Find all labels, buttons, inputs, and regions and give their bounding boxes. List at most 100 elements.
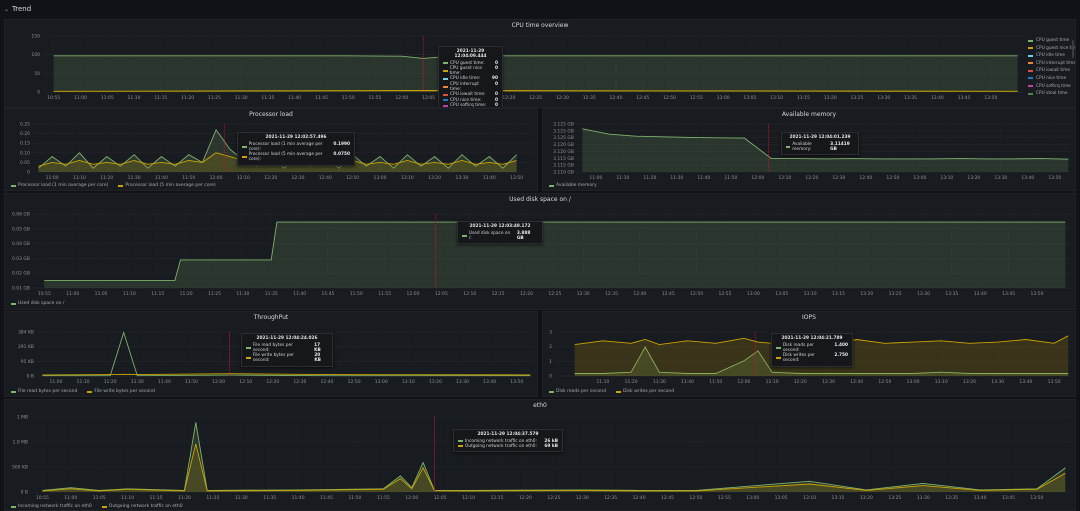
legend-item[interactable]: CPU interrupt time [1028,61,1075,66]
x-tick-label: 12:30 [293,379,306,385]
x-tick-label: 12:50 [346,175,359,181]
panel-cpu-time-overview[interactable]: CPU time overview 150 100 50 0 10:55 11:00 11:… [4,19,1076,108]
x-tick-label: 11:10 [121,495,134,501]
tooltip-swatch [443,78,448,81]
x-tick-label: 11:55 [377,495,390,501]
available-memory-legend[interactable]: Available memory [549,183,597,188]
x-tick-label: 12:00 [405,495,418,501]
legend-item[interactable]: CPU guest time [1028,38,1075,43]
x-tick-label: 12:20 [264,175,277,181]
legend-item[interactable]: Disk reads per second [549,389,606,394]
tooltip-time: 2021-11-29 12:04:37.579 [477,432,539,437]
panel-eth0[interactable]: eth0 1 MB 1.0 MB 500 KB 0 B 10:55 11:00 11:05 1… [4,399,1076,511]
used-disk-legend[interactable]: Used disk space on / [11,301,64,306]
legend-swatch [1028,54,1033,57]
x-tick-label: 12:50 [689,495,702,501]
legend-item[interactable]: Outgoing network traffic on eth0 [101,504,183,509]
tooltip-row: File read bytes per second: 17 KB [246,343,328,354]
x-tick-label: 11:00 [46,175,59,181]
legend-label: File write bytes per second [94,389,155,394]
tooltip-time: 2021-11-29 12:04:24.026 [256,336,318,341]
throughput-legend[interactable]: File read bytes per second File write byt… [11,389,155,394]
y-tick-label: 3.125 GB [553,135,574,141]
legend-swatch [11,505,16,508]
x-tick-label: 12:35 [605,291,618,297]
eth0-chart[interactable]: 1 MB 1.0 MB 500 KB 0 B 10:55 11:00 11:05 11:10 1… [5,400,1076,511]
x-tick-label: 12:10 [766,379,779,385]
legend-item[interactable]: CPU steal time [1028,91,1075,96]
processor-load-legend[interactable]: Processor load (1 min average per core) P… [11,183,216,188]
x-tick-label: 11:10 [77,379,90,385]
legend-item[interactable]: Incoming network traffic on eth0 [11,504,92,509]
legend-label: Processor load (1 min average per core) [18,183,109,188]
panel-used-disk-space[interactable]: Used disk space on / 0.06 GB 0.05 GB 0.04 … [4,193,1076,310]
panel-processor-load[interactable]: Processor load 0.25 0.20 0.15 0.10 0.05 0 11:0… [4,108,538,191]
cpu-legend[interactable]: CPU guest time CPU guest nice time CPU idl… [1028,38,1075,96]
x-tick-label: 13:10 [803,495,816,501]
legend-item[interactable]: CPU iowait time [1028,68,1075,73]
legend-item[interactable]: Disk writes per second [615,389,674,394]
legend-swatch [1028,69,1033,72]
legend-item[interactable]: File write bytes per second [87,389,155,394]
x-tick-label: 11:10 [128,95,141,101]
y-tick-label: 1 [549,359,552,365]
legend-item[interactable]: CPU guest nice time [1028,46,1075,51]
iops-tooltip: 2021-11-29 12:04:21.789 Disk reads per se… [771,333,853,367]
tooltip-value: 0 [495,60,498,66]
x-tick-label: 13:00 [907,379,920,385]
tooltip-value: 90 [492,76,498,82]
x-tick-label: 12:25 [547,495,560,501]
y-tick-label: 0 [27,170,30,176]
x-tick-label: 12:30 [292,175,305,181]
available-memory-chart[interactable]: 3.125 GB3.125 GB3.125 GB3.120 GB3.120 GB… [543,109,1076,191]
tooltip-value: 69 kB [544,443,558,449]
x-tick-label: 12:40 [850,379,863,385]
y-tick-label: 0.02 GB [12,271,30,277]
x-tick-label: 10:55 [38,291,51,297]
iops-legend[interactable]: Disk reads per second Disk writes per sec… [549,389,674,394]
legend-swatch [87,390,93,393]
legend-item[interactable]: CPU softirq time [1028,84,1075,89]
tooltip-time: 2021-11-29 12:04:21.789 [781,336,843,341]
legend-scrollbar[interactable] [1072,40,1074,58]
x-tick-label: 13:50 [1048,379,1061,385]
panel-available-memory[interactable]: Available memory 3.125 GB 3.125 GB 3.125 G… [542,108,1076,191]
series-area [574,347,1069,376]
legend-item[interactable]: File read bytes per second [11,389,77,394]
y-tick-label: 3.115 GB [553,156,574,162]
x-tick-label: 12:05 [435,291,448,297]
x-tick-label: 12:25 [529,95,542,101]
x-tick-label: 11:45 [315,95,328,101]
used-disk-chart[interactable]: 0.06 GB 0.05 GB 0.04 GB 0.03 GB 0.02 GB 0.01 … [5,194,1076,310]
tooltip-label: CPU iowait time: [450,92,486,98]
y-tick-label: 0.05 GB [12,226,30,232]
x-tick-label: 11:30 [128,175,141,181]
x-tick-label: 12:35 [604,495,617,501]
legend-item[interactable]: Available memory [549,183,597,188]
legend-item[interactable]: Used disk space on / [11,301,64,306]
y-tick-label: 0 [37,90,40,96]
legend-item[interactable]: CPU nice time [1028,76,1075,81]
chevron-down-icon[interactable]: ⌄ [4,5,10,13]
x-tick-label: 13:40 [483,379,496,385]
legend-label: File read bytes per second [18,389,78,394]
series-line [582,128,1069,160]
section-header-trend[interactable]: ⌄ Trend [0,0,1080,18]
y-tick-label: 291 KB [18,344,34,350]
y-tick-label: 3.125 GB [553,122,574,128]
x-tick-label: 13:15 [832,495,845,501]
eth0-legend[interactable]: Incoming network traffic on eth0 Outgoing… [11,504,183,509]
legend-item[interactable]: CPU idle time [1028,53,1075,58]
series-area [44,222,1066,288]
legend-item[interactable]: Processor load (5 min average per core) [118,183,216,188]
x-tick-label: 13:00 [717,95,730,101]
x-tick-label: 11:40 [288,95,301,101]
legend-swatch [1028,62,1033,65]
series-area [38,129,517,172]
panel-throughput[interactable]: ThroughPut 384 KB 291 KB 95 KB 0 B 11:00 11:1… [4,311,538,397]
tooltip-swatch [242,145,247,148]
legend-swatch [11,184,16,187]
legend-item[interactable]: Processor load (1 min average per core) [11,183,108,188]
cpu-chart[interactable]: 150 100 50 0 10:55 11:00 11:05 11:10 11:15 11:20 1… [5,20,1076,108]
panel-iops[interactable]: IOPS 3 2 1 0 11:10 11:20 11:30 11:40 11:50 12:00 1… [542,311,1076,397]
